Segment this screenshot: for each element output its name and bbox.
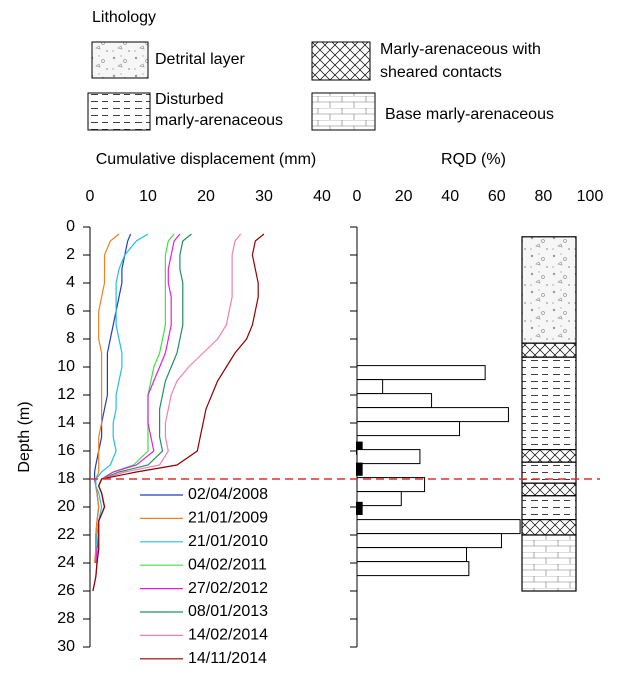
lithology-layer [521,342,577,358]
legend-label: 27/02/2012 [188,580,268,597]
bar [356,501,363,515]
series-line [95,233,181,564]
lithology-layer [521,449,577,463]
series-line [92,233,265,592]
legend-swatch [311,41,371,81]
x-tick-label: 0 [86,188,95,205]
bar [356,533,502,549]
legend-label: Detrital layer [155,51,245,68]
bar [356,365,486,381]
y-tick-label: 14 [57,414,75,431]
x-tick-label: 60 [488,188,506,205]
legend-label: sheared contacts [380,64,502,81]
x-axis-title: Cumulative displacement (mm) [96,151,317,168]
y-tick-label: 10 [57,358,75,375]
lithology-layer [521,461,577,484]
bar [356,393,433,409]
legend-title: Lithology [92,9,156,26]
lithology-layer [521,236,577,344]
legend-label: 04/02/2011 [188,556,267,573]
x-tick-label: 40 [441,188,459,205]
y-tick-label: 6 [66,302,75,319]
lithology-layer [521,482,577,497]
bar [356,421,461,437]
lithology-layer [521,356,577,451]
y-axis-title: Depth (m) [16,401,33,472]
lithology-layer [521,534,577,592]
legend-label: Marly-arenaceous with [380,41,541,58]
legend-swatch [87,92,151,131]
legend-label: 21/01/2010 [188,533,268,550]
x-tick-label: 20 [197,188,215,205]
legend-swatch [311,92,376,131]
y-tick-label: 16 [57,442,75,459]
x-tick-label: 80 [535,188,553,205]
y-tick-label: 4 [66,274,75,291]
bar [356,379,384,395]
y-tick-label: 2 [66,246,75,263]
legend-label: 02/04/2008 [188,486,268,503]
bar [356,462,363,476]
legend-label: 08/01/2013 [188,603,268,620]
y-tick-label: 30 [57,638,75,655]
y-tick-label: 8 [66,330,75,347]
y-tick-label: 28 [57,610,75,627]
x-tick-label: 30 [255,188,273,205]
y-tick-label: 18 [57,470,75,487]
y-tick-label: 24 [57,554,75,571]
y-tick-label: 22 [57,526,75,543]
bar [356,491,402,507]
y-tick-label: 0 [66,218,75,235]
bar [356,547,468,563]
y-tick-label: 20 [57,498,75,515]
legend-swatch [91,41,149,79]
y-tick-label: 12 [57,386,75,403]
series-line [94,233,120,564]
bar [356,519,521,535]
x-tick-label: 40 [313,188,331,205]
x-tick-label: 0 [353,188,362,205]
series-line [95,233,192,578]
bar [356,449,421,465]
bar [356,407,509,423]
x-axis-title: RQD (%) [441,151,506,168]
legend-label: 14/11/2014 [188,650,267,667]
y-tick-label: 26 [57,582,75,599]
series-line [95,233,149,563]
bar [356,561,470,577]
legend-label: 21/01/2009 [188,510,268,527]
x-tick-label: 100 [577,188,604,205]
legend-label: 14/02/2014 [188,627,268,644]
legend-label: marly-arenaceous [155,112,283,129]
lithology-layer [521,495,577,521]
legend-label: Base marly-arenaceous [385,106,554,123]
x-tick-label: 20 [395,188,413,205]
x-tick-label: 10 [139,188,157,205]
lithology-layer [521,518,577,536]
legend-label: Disturbed [155,91,223,108]
